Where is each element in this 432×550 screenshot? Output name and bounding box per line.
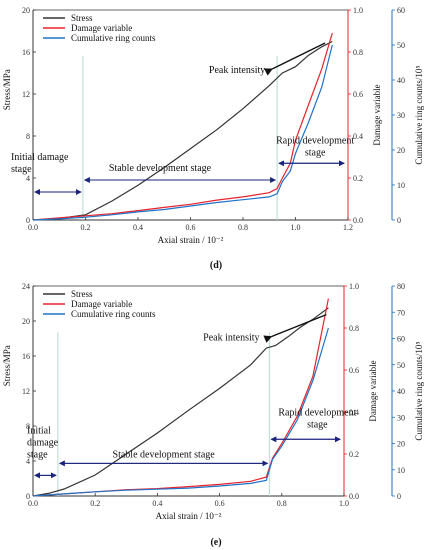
ring-tick-label-e: 50 bbox=[397, 361, 405, 370]
stress-tick-label-d: 4 bbox=[26, 174, 30, 183]
x-tick-label-d: 1.2 bbox=[343, 223, 353, 232]
ring-tick-label-e: 10 bbox=[397, 466, 405, 475]
stress-tick-label-d: 12 bbox=[22, 90, 30, 99]
ring-tick-label-d: 30 bbox=[397, 111, 405, 120]
series-line-ring-d bbox=[32, 44, 333, 221]
ring-tick-label-e: 60 bbox=[397, 335, 405, 344]
panel-label-e: (e) bbox=[210, 537, 221, 548]
ring-tick-label-e: 30 bbox=[397, 413, 405, 422]
ring-tick-label-d: 40 bbox=[397, 76, 405, 85]
damage-tick-label-d: 1.0 bbox=[353, 6, 363, 15]
legend-label-d: Cumulative ring counts bbox=[71, 33, 156, 43]
ring-tick-label-d: 20 bbox=[397, 146, 405, 155]
legend-label-d: Damage variable bbox=[71, 23, 132, 33]
rapid-stage-label-d: Rapid development stage bbox=[276, 135, 354, 158]
ring-tick-label-e: 40 bbox=[397, 387, 405, 396]
series-line-stress-d bbox=[32, 40, 333, 221]
x-tick-label-e: 0.6 bbox=[215, 499, 225, 508]
stress-tick-label-e: 8 bbox=[26, 422, 30, 431]
damage-axis-label-e: Damage variable bbox=[368, 360, 378, 421]
x-tick-label-e: 0.0 bbox=[28, 499, 38, 508]
stress-tick-label-e: 4 bbox=[26, 457, 30, 466]
chart-panel-d: 0 4 8 12 16 20 Stress/MPa 0.0 0.2 0.4 0.6 0.8 1.0 Dam… bbox=[2, 6, 424, 245]
damage-tick-label-e: 1.0 bbox=[349, 282, 359, 291]
peak-intensity-arrow-d bbox=[264, 42, 326, 76]
ring-tick-label-d: 0 bbox=[397, 216, 401, 225]
damage-tick-label-d: 0.8 bbox=[353, 48, 363, 57]
damage-tick-label-d: 0.6 bbox=[353, 90, 363, 99]
ring-tick-label-e: 70 bbox=[397, 308, 405, 317]
stress-tick-label-d: 20 bbox=[22, 6, 30, 15]
panel-label-d: (d) bbox=[210, 260, 222, 271]
x-axis-label-d: Axial strain / 10⁻² bbox=[158, 235, 224, 245]
legend-label-e: Damage variable bbox=[71, 299, 132, 309]
stress-tick-label-d: 16 bbox=[22, 48, 30, 57]
damage-tick-label-d: 0.0 bbox=[353, 216, 363, 225]
x-axis-label-e: Axial strain / 10⁻² bbox=[156, 511, 222, 521]
damage-tick-label-d: 0.4 bbox=[353, 132, 363, 141]
x-tick-label-d: 0.8 bbox=[238, 223, 248, 232]
stress-tick-label-e: 24 bbox=[22, 282, 30, 291]
legend-label-e: Stress bbox=[71, 289, 93, 299]
series-line-stress-e bbox=[32, 307, 329, 497]
stress-tick-label-e: 20 bbox=[22, 317, 30, 326]
peak-intensity-label-e: Peak intensity bbox=[203, 333, 259, 344]
damage-tick-label-e: 0.4 bbox=[349, 408, 359, 417]
x-tick-label-e: 0.4 bbox=[152, 499, 162, 508]
x-tick-label-d: 0.4 bbox=[133, 223, 143, 232]
ring-tick-label-e: 20 bbox=[397, 440, 405, 449]
x-tick-label-d: 0.0 bbox=[28, 223, 38, 232]
peak-intensity-label-d: Peak intensity bbox=[209, 65, 265, 76]
ring-tick-label-e: 80 bbox=[397, 282, 405, 291]
initial-stage-label-e: Initial damage stage bbox=[27, 425, 59, 460]
stress-tick-label-e: 12 bbox=[22, 387, 30, 396]
peak-intensity-arrow-e bbox=[263, 313, 327, 343]
stress-axis-label-d: Stress/MPa bbox=[2, 69, 12, 110]
stable-stage-label-d: Stable development stage bbox=[109, 163, 212, 174]
x-tick-label-e: 0.2 bbox=[90, 499, 100, 508]
damage-tick-label-e: 0.8 bbox=[349, 324, 359, 333]
series-line-damage-e bbox=[32, 298, 329, 497]
ring-tick-label-d: 60 bbox=[397, 6, 405, 15]
chart-panel-e: 0 4 8 12 16 20 24 Stress/MPa 0.0 0.2 0.4 0.6 0.8 1.0 D… bbox=[2, 282, 424, 521]
stress-tick-label-d: 0 bbox=[26, 216, 30, 225]
x-tick-label-d: 1.0 bbox=[291, 223, 301, 232]
x-tick-label-d: 0.6 bbox=[186, 223, 196, 232]
x-tick-label-d: 0.2 bbox=[81, 223, 91, 232]
damage-axis-label-d: Damage variable bbox=[372, 84, 382, 145]
ring-tick-label-e: 0 bbox=[397, 492, 401, 501]
ring-axis-label-e: Cumulative ring counts/10⁵ bbox=[414, 341, 424, 440]
series-line-damage-d bbox=[32, 32, 333, 221]
stress-axis-label-e: Stress/MPa bbox=[2, 345, 12, 386]
legend-label-d: Stress bbox=[71, 13, 93, 23]
ring-tick-label-d: 50 bbox=[397, 41, 405, 50]
damage-tick-label-e: 0.2 bbox=[349, 450, 359, 459]
x-tick-label-e: 0.8 bbox=[277, 499, 287, 508]
damage-tick-label-e: 0.6 bbox=[349, 366, 359, 375]
initial-stage-label-d: Initial damage stage bbox=[11, 152, 69, 175]
stable-stage-label-e: Stable development stage bbox=[113, 449, 216, 460]
rapid-stage-label-e: Rapid development stage bbox=[278, 407, 356, 430]
series-line-ring-e bbox=[32, 327, 329, 497]
damage-tick-label-e: 0.0 bbox=[349, 492, 359, 501]
ring-tick-label-d: 10 bbox=[397, 181, 405, 190]
legend-label-e: Cumulative ring counts bbox=[71, 309, 156, 319]
x-tick-label-e: 1.0 bbox=[339, 499, 349, 508]
stress-tick-label-d: 8 bbox=[26, 132, 30, 141]
stress-tick-label-e: 16 bbox=[22, 352, 30, 361]
stress-tick-label-e: 0 bbox=[26, 492, 30, 501]
ring-axis-label-d: Cumulative ring counts/10⁵ bbox=[414, 65, 424, 164]
damage-tick-label-d: 0.2 bbox=[353, 174, 363, 183]
